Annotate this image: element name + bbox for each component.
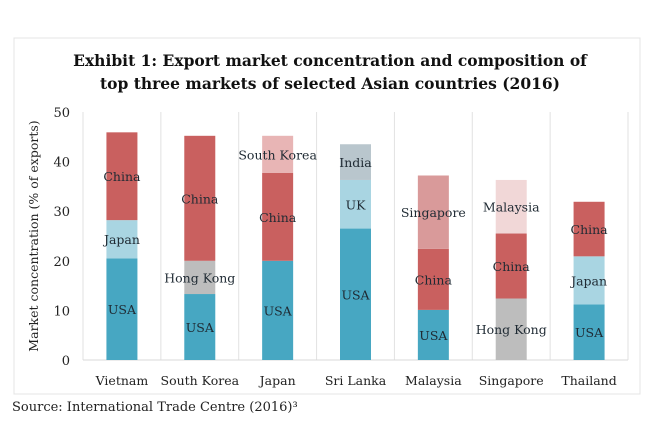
x-tick-label: Thailand (561, 373, 616, 388)
segment-label: India (339, 155, 372, 170)
segment-label: Japan (102, 232, 140, 247)
segment-label: USA (108, 302, 137, 317)
segment-label: Japan (569, 273, 607, 288)
segment-label: South Korea (238, 147, 317, 162)
x-tick-label: South Korea (161, 373, 240, 388)
y-tick-label: 40 (53, 156, 70, 171)
bar-segment (106, 220, 138, 259)
bar-segment (495, 298, 527, 360)
bar-segment (106, 258, 138, 360)
bar-segment (106, 132, 138, 221)
bar-segment (262, 260, 294, 360)
x-tick-label: Japan (258, 373, 296, 388)
segment-label: UK (346, 197, 367, 212)
segment-label: China (493, 259, 531, 274)
bar-segment (262, 135, 294, 174)
chart-title-line: Exhibit 1: Export market concentration a… (73, 51, 588, 70)
x-tick-label: Vietnam (95, 373, 149, 388)
bar-segment (340, 179, 371, 229)
bar-segment (340, 144, 371, 180)
y-tick-label: 20 (53, 255, 70, 270)
segment-label: Malaysia (483, 200, 540, 215)
bar-segment (417, 248, 449, 310)
segment-label: China (103, 169, 141, 184)
chart-frame (13, 37, 641, 395)
segment-label: Hong Kong (164, 270, 235, 285)
bar-segment (495, 233, 527, 299)
segment-label: USA (264, 303, 293, 318)
bar-segment (184, 294, 216, 360)
segment-label: China (259, 210, 297, 225)
bar-segment (417, 175, 449, 249)
bar-segment (262, 173, 294, 261)
x-tick-label: Sri Lanka (325, 373, 387, 388)
y-axis-label: Market concentration (% of exports) (26, 120, 41, 351)
segment-label: USA (419, 328, 448, 343)
y-tick-label: 30 (53, 205, 70, 220)
x-tick-label: Malaysia (405, 373, 462, 388)
segment-label: China (181, 191, 219, 206)
bar-segment (340, 228, 371, 360)
segment-label: Singapore (401, 205, 466, 220)
bar-segment (417, 309, 449, 360)
bar-segment (184, 260, 216, 295)
y-tick-label: 0 (62, 354, 70, 369)
bar-segment (495, 179, 527, 234)
source-note: Source: International Trade Centre (2016… (12, 400, 298, 415)
segment-label: China (415, 272, 453, 287)
bar-segment (573, 256, 605, 305)
segment-label: China (571, 222, 609, 237)
segment-label: Hong Kong (476, 322, 547, 337)
segment-label: USA (341, 287, 370, 302)
bar-segment (184, 135, 216, 261)
chart-title-line: top three markets of selected Asian coun… (100, 74, 560, 93)
y-tick-label: 10 (53, 304, 70, 319)
segment-label: USA (575, 325, 604, 340)
bar-segment (573, 304, 605, 360)
x-tick-label: Singapore (479, 373, 544, 388)
y-tick-label: 50 (53, 106, 70, 121)
segment-label: USA (186, 320, 215, 335)
bar-segment (573, 201, 605, 257)
